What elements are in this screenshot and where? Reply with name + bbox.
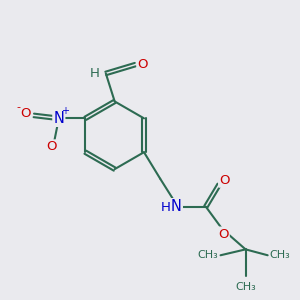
Text: O: O	[137, 58, 148, 71]
Text: CH₃: CH₃	[270, 250, 290, 260]
Text: N: N	[171, 199, 182, 214]
Text: N: N	[53, 111, 64, 126]
Text: H: H	[160, 201, 170, 214]
Text: CH₃: CH₃	[198, 250, 219, 260]
Text: O: O	[219, 174, 230, 187]
Text: H: H	[90, 67, 100, 80]
Text: O: O	[218, 228, 229, 241]
Text: O: O	[20, 107, 31, 120]
Text: CH₃: CH₃	[235, 282, 256, 292]
Text: O: O	[46, 140, 57, 153]
Text: +: +	[61, 106, 69, 116]
Text: -: -	[16, 102, 20, 112]
